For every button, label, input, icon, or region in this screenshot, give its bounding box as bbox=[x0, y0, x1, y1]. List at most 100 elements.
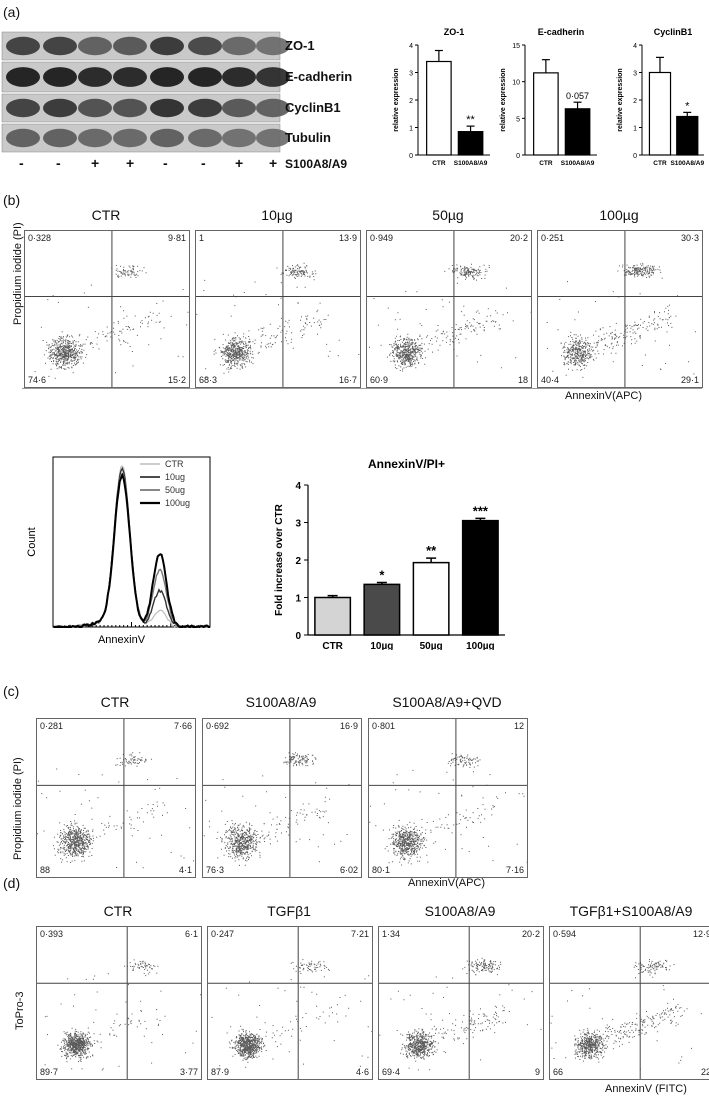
quadrant-ll-value: 60·9 bbox=[370, 375, 389, 385]
blot-band bbox=[78, 36, 112, 56]
annexin-pi-bar-chart: AnnexinV/PI+ 0 1 2 3 4 Fold increase over CTR C… bbox=[274, 457, 505, 650]
blot-band bbox=[6, 67, 40, 87]
quadrant-ur-value: 9·81 bbox=[167, 233, 186, 243]
blot-band bbox=[78, 128, 112, 148]
bar bbox=[314, 596, 352, 636]
bar bbox=[533, 72, 559, 156]
quadrant-ul-value: 0·281 bbox=[40, 721, 64, 731]
flow-x-axis-label: AnnexinV(APC) bbox=[408, 877, 486, 889]
flow-dot-plot: 0·281 7·66 88 4·1 bbox=[36, 718, 196, 878]
tick-label: 0 bbox=[516, 153, 520, 160]
tick-label: 0 bbox=[409, 153, 413, 160]
lane-mark: + bbox=[269, 155, 278, 171]
bar bbox=[564, 108, 591, 156]
quadrant-ur-value: 13·9 bbox=[338, 233, 357, 243]
quadrant-ul-value: 0·328 bbox=[28, 233, 52, 243]
tick-label: 4 bbox=[409, 43, 413, 50]
bar bbox=[461, 519, 499, 636]
quadrant-ul-value: 0·801 bbox=[372, 721, 396, 731]
blot-band bbox=[222, 36, 256, 56]
blot-band bbox=[113, 98, 147, 118]
flow-y-axis-label: Propidium iodide (PI) bbox=[12, 757, 24, 860]
quadrant-lr-value: 6·02 bbox=[339, 865, 358, 875]
quadrant-ll-value: 68·3 bbox=[199, 375, 218, 385]
western-blot bbox=[1, 31, 290, 153]
axis-rule bbox=[22, 388, 702, 389]
quadrant-ll-value: 80·1 bbox=[372, 865, 391, 875]
significance-label: * bbox=[379, 568, 385, 583]
flow-plot-title: S100A8/A9 bbox=[245, 694, 317, 710]
quadrant-ur-value: 12·9 bbox=[692, 929, 709, 939]
category-label: S100A8/A9 bbox=[670, 160, 704, 167]
flow-dot-plot: 0·247 7·21 87·9 4·6 bbox=[207, 926, 373, 1080]
panel-b-letter: (b) bbox=[3, 192, 21, 208]
flow-dot-plot: 0·949 20·2 60·9 18 bbox=[366, 230, 532, 388]
blot-row-label: ZO-1 bbox=[285, 38, 315, 53]
quadrant-lr-value: 7·16 bbox=[505, 865, 524, 875]
blot-row-label: Tubulin bbox=[285, 130, 331, 145]
histogram-legend-entry: 100ug bbox=[165, 498, 190, 508]
significance-label: * bbox=[685, 100, 690, 112]
tick-label: 3 bbox=[633, 71, 637, 78]
category-label: CTR bbox=[653, 160, 667, 167]
mini-bar-chart: E-cadherin 0 5 10 15 relative expression CTR S1… bbox=[500, 27, 597, 167]
tick-label: 1 bbox=[295, 594, 301, 605]
tick-label: 2 bbox=[409, 98, 413, 105]
bar bbox=[363, 583, 401, 636]
flow-dot-plot: 1 13·9 68·3 16·7 bbox=[195, 230, 361, 388]
quadrant-lr-value: 16·7 bbox=[338, 375, 357, 385]
quadrant-ll-value: 76·3 bbox=[206, 865, 225, 875]
bar-chart-title: AnnexinV/PI+ bbox=[368, 457, 445, 471]
mini-bar-chart: CyclinB1 0 1 2 3 4 relative expression CTR S100A… bbox=[617, 27, 704, 167]
flow-dot-plot: 0·251 30·3 40·4 29·1 bbox=[537, 230, 703, 388]
quadrant-ul-value: 0·594 bbox=[553, 929, 577, 939]
bar bbox=[457, 131, 484, 156]
flow-plot-title: CTR bbox=[103, 903, 133, 919]
category-label: S100A8/A9 bbox=[561, 160, 595, 167]
blot-band bbox=[6, 98, 40, 118]
mini-chart-ylabel: relative expression bbox=[393, 68, 400, 131]
blot-row-label: CyclinB1 bbox=[285, 100, 341, 115]
flow-events bbox=[211, 959, 372, 1068]
flow-plot-title: 10µg bbox=[261, 207, 293, 223]
flow-events bbox=[34, 264, 189, 379]
tick-label: 1 bbox=[409, 126, 413, 133]
flow-events bbox=[546, 262, 696, 378]
quadrant-ll-value: 69·4 bbox=[382, 1067, 401, 1077]
blot-band bbox=[6, 36, 40, 56]
blot-band bbox=[188, 36, 222, 56]
histogram-ylabel: Count bbox=[26, 527, 38, 556]
tick-label: 3 bbox=[295, 519, 301, 530]
bar bbox=[426, 60, 452, 156]
histogram-legend-entry: 50ug bbox=[165, 485, 185, 495]
blot-band bbox=[222, 98, 256, 118]
quadrant-ur-value: 7·66 bbox=[173, 721, 192, 731]
flow-plot-title: CTR bbox=[91, 207, 121, 223]
blot-band bbox=[78, 98, 112, 118]
quadrant-ul-value: 1·34 bbox=[382, 929, 401, 939]
quadrant-lr-value: 4·1 bbox=[178, 865, 192, 875]
tick-label: 15 bbox=[512, 43, 520, 50]
tick-label: 0 bbox=[633, 153, 637, 160]
treatment-label: S100A8/A9 bbox=[285, 157, 348, 171]
significance-label: ** bbox=[426, 543, 437, 558]
lane-mark: - bbox=[201, 155, 206, 171]
quadrant-ur-value: 6·1 bbox=[184, 929, 198, 939]
blot-band bbox=[113, 67, 147, 87]
blot-row-label: E-cadherin bbox=[285, 69, 353, 84]
tick-label: 5 bbox=[516, 116, 520, 123]
quadrant-ur-value: 30·3 bbox=[680, 233, 699, 243]
tick-label: 4 bbox=[633, 43, 637, 50]
blot-band bbox=[113, 36, 147, 56]
mini-chart-title: ZO-1 bbox=[444, 27, 465, 37]
blot-band bbox=[6, 128, 40, 148]
flow-y-axis-label: Propidium iodide (PI) bbox=[12, 222, 24, 325]
histogram-curve bbox=[52, 472, 210, 629]
flow-events bbox=[44, 959, 201, 1071]
flow-plot-title: CTR bbox=[100, 694, 130, 710]
category-label: 50µg bbox=[420, 641, 443, 650]
panel-d-letter: (d) bbox=[3, 875, 21, 891]
significance-label: *** bbox=[473, 503, 489, 518]
quadrant-ur-value: 20·2 bbox=[509, 233, 528, 243]
quadrant-lr-value: 15·2 bbox=[167, 375, 186, 385]
